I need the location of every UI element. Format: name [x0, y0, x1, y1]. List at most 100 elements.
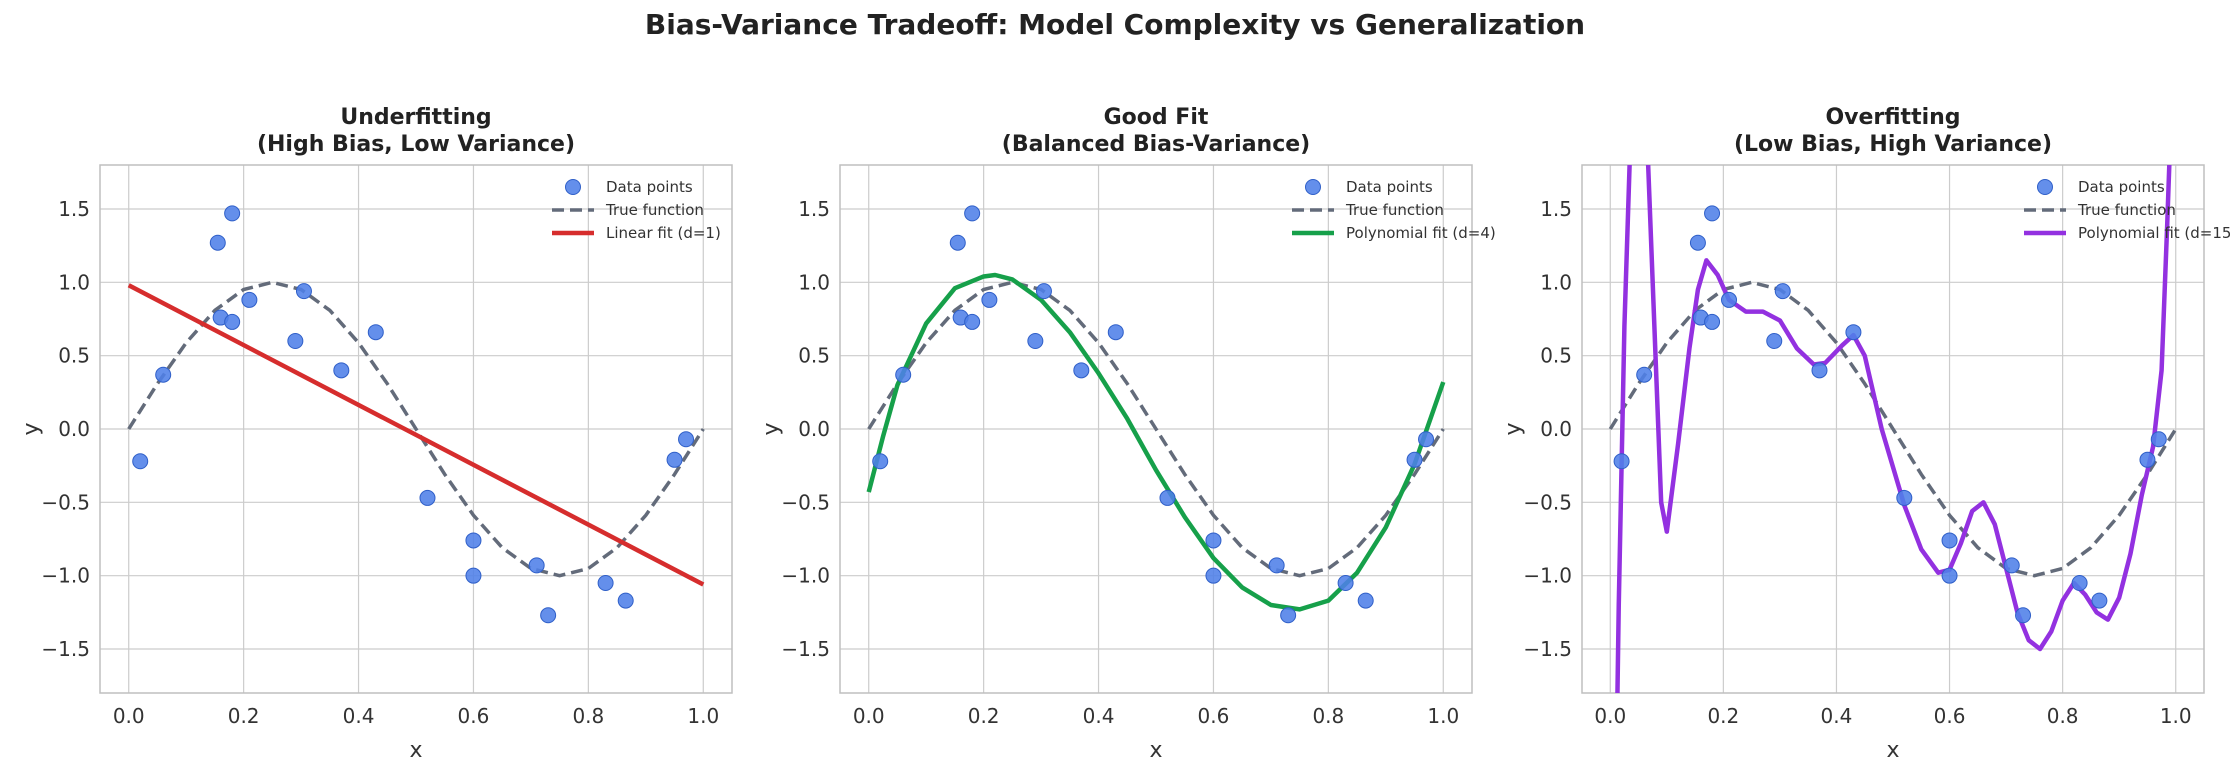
- data-point: [1337, 575, 1354, 591]
- x-tick-label: 0.0: [1594, 704, 1626, 728]
- data-point: [528, 557, 545, 574]
- legend: Data points True function Polynomial fit (…: [1292, 178, 1496, 242]
- y-tick-label: −1.0: [41, 564, 90, 588]
- axes-frame: [99, 164, 733, 694]
- data-point: [895, 366, 912, 383]
- data-point: [1766, 333, 1783, 349]
- x-tick-label: 0.4: [1821, 704, 1853, 728]
- plot-area: [866, 205, 1446, 624]
- y-axis-label: y: [1501, 422, 1526, 435]
- data-point: [224, 205, 241, 222]
- data-point: [2003, 557, 2020, 574]
- y-tick-label: 0.0: [58, 417, 90, 441]
- data-point: [2091, 592, 2108, 609]
- data-point: [1689, 234, 1706, 251]
- data-point: [132, 453, 149, 470]
- data-point: [1845, 324, 1862, 341]
- y-tick-label: −0.5: [41, 490, 90, 514]
- true-function-line: [867, 280, 1445, 578]
- data-point: [419, 489, 436, 506]
- x-tick-label: 0.8: [1312, 704, 1344, 728]
- axes-frame: [839, 164, 1473, 694]
- subplot-title: Good Fit: [1104, 105, 1209, 130]
- legend: Data points True function Polynomial fit (…: [2024, 178, 2230, 242]
- x-tick-label: 0.8: [572, 704, 604, 728]
- y-tick-label: −1.0: [1523, 564, 1572, 588]
- data-point: [872, 453, 889, 470]
- x-tick-label: 0.2: [228, 704, 260, 728]
- x-tick-label: 0.4: [343, 704, 375, 728]
- data-point: [1406, 451, 1423, 468]
- legend-label: True function: [605, 201, 704, 219]
- x-tick-label: 0.6: [1198, 704, 1230, 728]
- plot-area: [127, 205, 705, 624]
- legend-label: Linear fit (d=1): [606, 224, 721, 242]
- data-point: [1613, 453, 1630, 470]
- y-tick-label: 0.5: [798, 344, 830, 368]
- y-axis-label: y: [19, 422, 44, 435]
- subplot-3: 0.0 0.2 0.4 0.6 0.8 1.0 1.5 1.0 0.5 0.0 −0.5 −1.0 −1…: [1501, 105, 2230, 763]
- data-point: [1107, 324, 1124, 341]
- x-tick-label: 1.0: [2160, 704, 2192, 728]
- legend-label: Data points: [1346, 178, 1433, 196]
- subplot-title: (Balanced Bias-Variance): [1002, 132, 1310, 157]
- figure-title: Bias-Variance Tradeoff: Model Complexity…: [644, 8, 1586, 41]
- fit-line: [1615, 165, 2172, 693]
- data-point: [2071, 575, 2088, 591]
- x-tick-label: 0.4: [1083, 704, 1115, 728]
- data-point: [155, 366, 172, 383]
- data-point: [2015, 607, 2032, 624]
- data-point: [1268, 557, 1285, 574]
- legend-label: Polynomial fit (d=4): [1346, 224, 1496, 242]
- data-point: [367, 324, 384, 341]
- y-tick-label: 1.5: [1540, 197, 1572, 221]
- x-tick-label: 0.8: [2047, 704, 2079, 728]
- x-tick-label: 0.6: [458, 704, 490, 728]
- legend-label: Data points: [2078, 178, 2165, 196]
- data-point: [1357, 592, 1374, 609]
- data-point: [1636, 366, 1653, 383]
- data-point: [2150, 431, 2167, 448]
- data-point: [465, 532, 482, 549]
- data-point: [1941, 532, 1958, 549]
- data-point: [1035, 283, 1052, 300]
- x-tick-label: 1.0: [687, 704, 719, 728]
- x-axis-label: x: [1149, 738, 1162, 763]
- y-tick-label: −1.5: [781, 637, 830, 661]
- data-point: [540, 607, 557, 624]
- y-tick-label: 1.0: [798, 270, 830, 294]
- legend-label: True function: [1345, 201, 1444, 219]
- data-point: [1941, 567, 1958, 584]
- data-point: [1721, 291, 1738, 308]
- data-point: [1704, 205, 1721, 222]
- legend-label: True function: [2077, 201, 2176, 219]
- x-axis-label: x: [409, 738, 422, 763]
- data-point: [1159, 489, 1176, 506]
- data-point: [1205, 567, 1222, 584]
- data-point: [964, 313, 981, 330]
- data-point: [1418, 431, 1435, 448]
- y-tick-label: 1.0: [1540, 270, 1572, 294]
- data-point: [964, 205, 981, 222]
- data-point: [224, 313, 241, 330]
- y-tick-label: −0.5: [1523, 490, 1572, 514]
- legend: Data points True function Linear fit (d=1): [552, 178, 721, 242]
- y-tick-label: 0.0: [1540, 417, 1572, 441]
- subplot-title: Overfitting: [1825, 105, 1960, 130]
- data-point: [333, 362, 350, 379]
- subplot-title: (Low Bias, High Variance): [1734, 132, 2052, 157]
- data-point: [241, 291, 258, 308]
- y-tick-label: 0.5: [1540, 344, 1572, 368]
- data-point: [678, 431, 695, 448]
- data-point: [1073, 362, 1090, 379]
- y-tick-label: 0.0: [798, 417, 830, 441]
- data-point: [1811, 362, 1828, 379]
- legend-marker-points: [1305, 179, 1321, 195]
- y-tick-label: 1.5: [58, 197, 90, 221]
- subplot-title: Underfitting: [340, 105, 491, 130]
- y-tick-label: 1.0: [58, 270, 90, 294]
- data-point: [1896, 489, 1913, 506]
- data-point: [2139, 451, 2156, 468]
